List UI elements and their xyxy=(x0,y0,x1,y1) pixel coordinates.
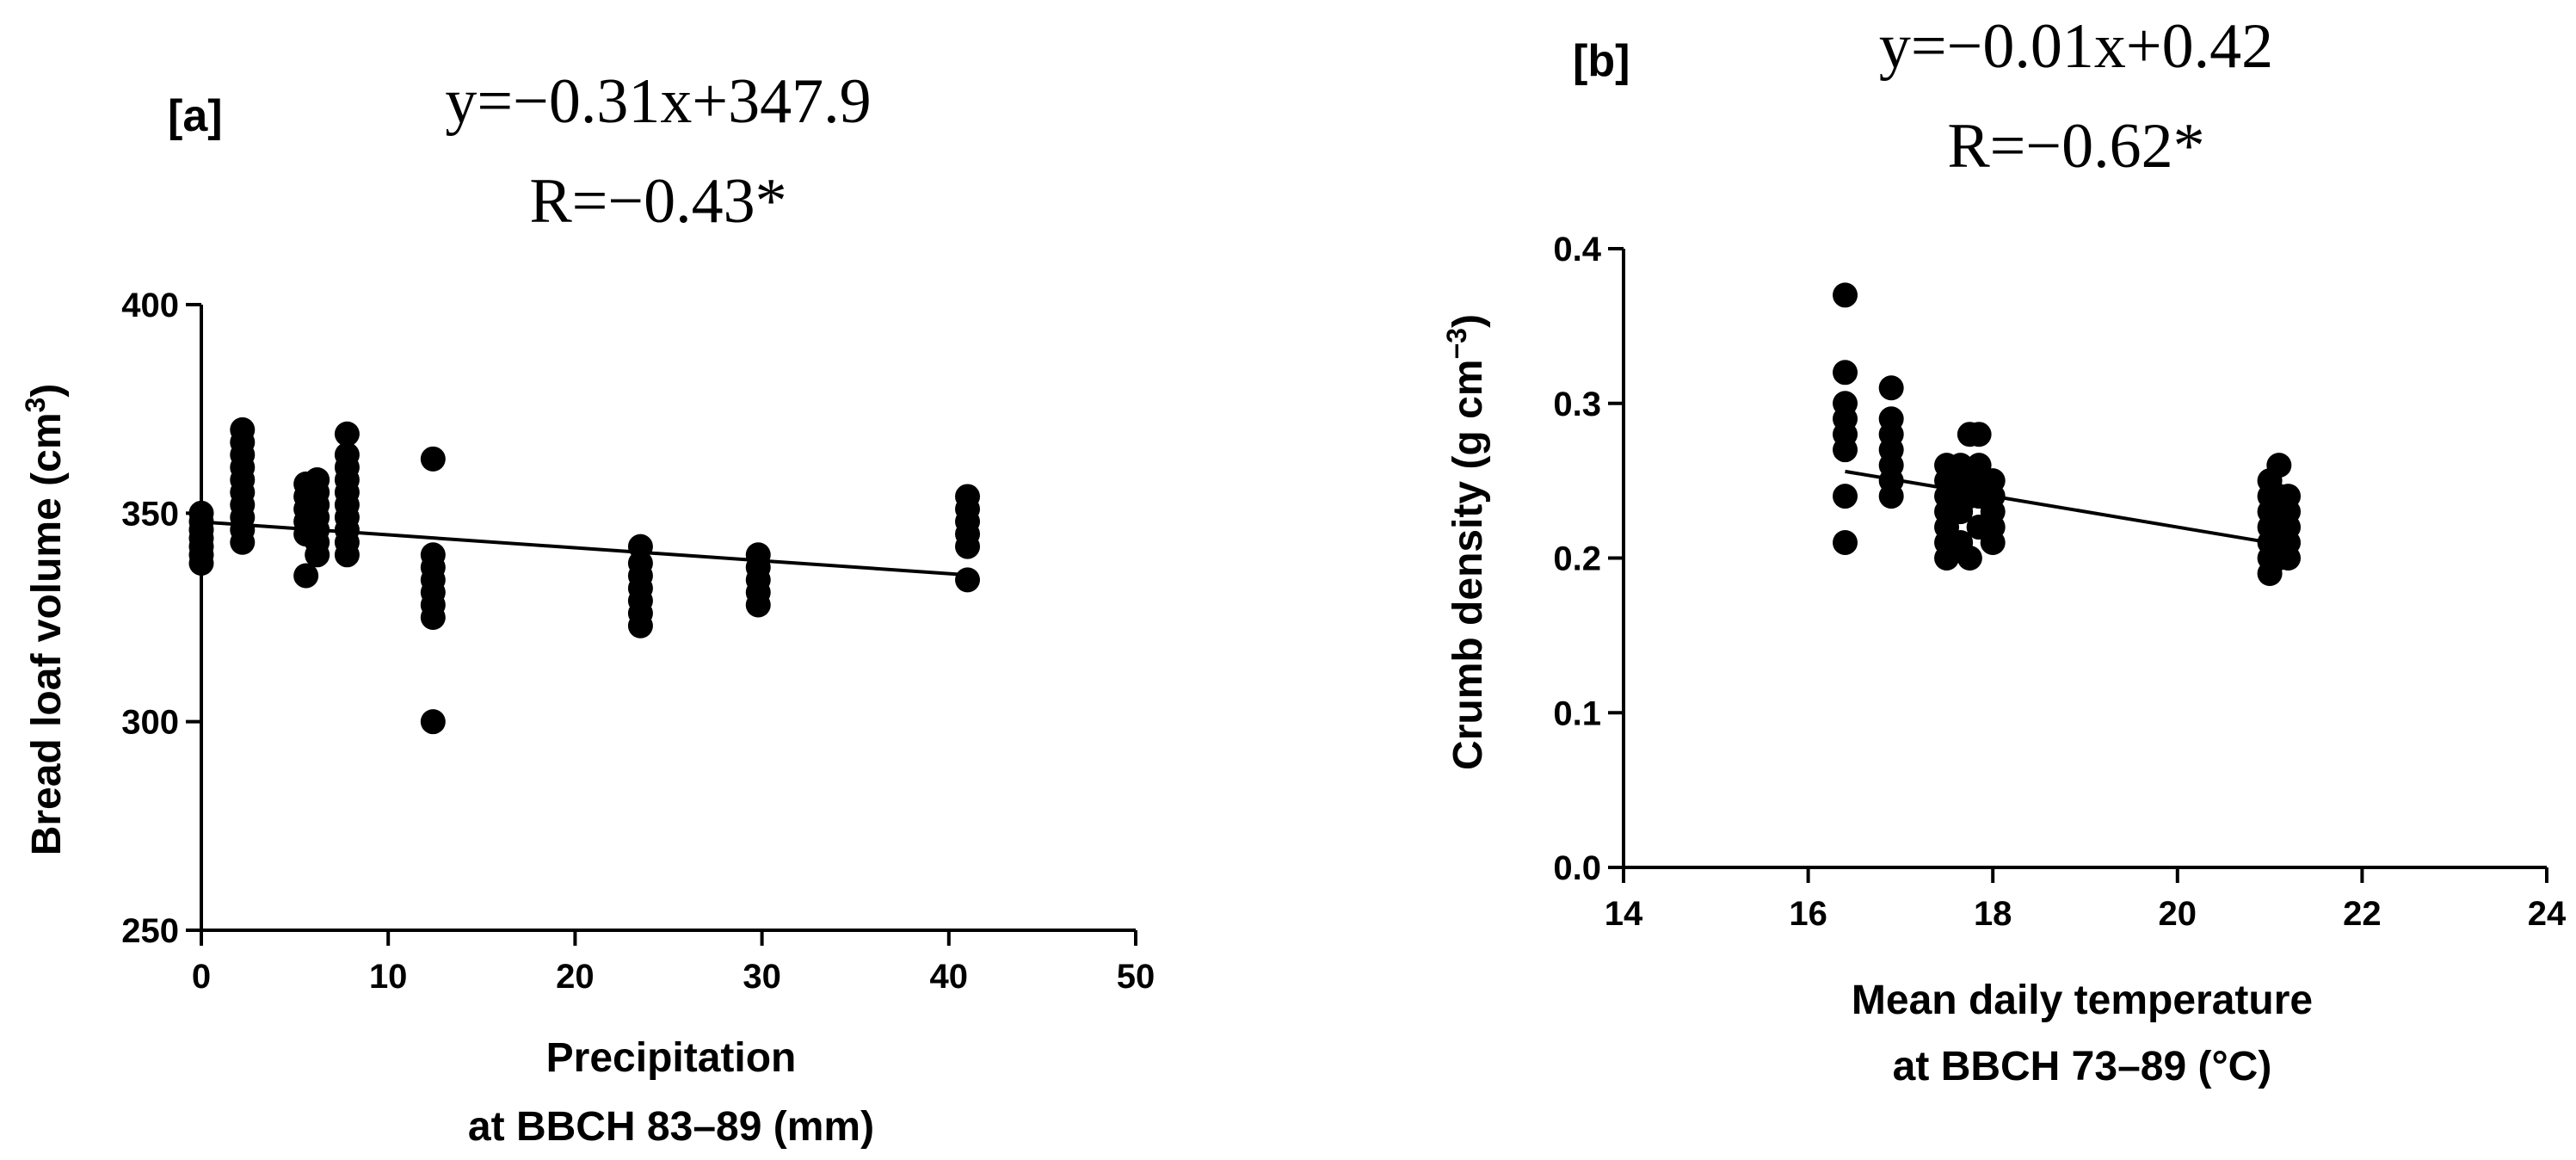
panel-b-data-point xyxy=(1833,391,1858,416)
panel-a-data-point xyxy=(420,709,446,735)
panel-b-data-point xyxy=(1833,530,1858,556)
panel-a-y-tick-label: 400 xyxy=(121,287,179,324)
panel-a: [a] y=−0.31x+347.9 R=−0.43* Bread loaf v… xyxy=(20,66,1155,1150)
panel-b-correlation: R=−0.62* xyxy=(1947,111,2204,182)
panel-b-x-tick-label: 24 xyxy=(2528,895,2567,933)
panel-b: [b] y=−0.01x+0.42 R=−0.62* Crumb density… xyxy=(1441,11,2567,1089)
panel-a-data-point xyxy=(334,421,360,447)
panel-b-x-tick-label: 16 xyxy=(1789,895,1827,933)
panel-b-x-tick-label: 20 xyxy=(2159,895,2197,933)
panel-a-xlabel-line2: at BBCH 83–89 (mm) xyxy=(468,1104,874,1150)
panel-a-y-tick-label: 350 xyxy=(121,495,179,533)
panel-b-xlabel-line1: Mean daily temperature xyxy=(1852,978,2313,1023)
panel-a-correlation: R=−0.43* xyxy=(529,166,786,237)
panel-a-data-point xyxy=(230,416,256,442)
panel-b-ylabel: Crumb density (g cm−3) xyxy=(1441,314,1491,770)
panel-a-y-tick-label: 300 xyxy=(121,704,179,742)
panel-a-y-tick-label: 250 xyxy=(121,912,179,950)
panel-b-y-tick-label: 0.2 xyxy=(1553,540,1601,578)
panel-b-regression-line xyxy=(1845,469,2280,546)
panel-a-data-point xyxy=(955,484,981,509)
panel-a-x-tick-label: 0 xyxy=(192,958,211,996)
panel-a-x-tick-label: 30 xyxy=(743,958,781,996)
panel-b-data-point xyxy=(1878,406,1904,432)
panel-a-data-point xyxy=(420,446,446,472)
panel-a-data-point xyxy=(420,542,446,568)
panel-b-y-tick-label: 0.3 xyxy=(1553,386,1601,423)
panel-b-x-tick-label: 18 xyxy=(1974,895,2012,933)
panel-b-equation: y=−0.01x+0.42 xyxy=(1879,11,2273,82)
panel-b-y-tick-label: 0.0 xyxy=(1553,849,1601,887)
panel-a-x-tick-label: 10 xyxy=(369,958,408,996)
panel-a-data-point xyxy=(188,500,214,526)
panel-a-data-point xyxy=(334,441,360,467)
panel-a-x-tick-label: 20 xyxy=(556,958,595,996)
panel-b-y-tick-label: 0.1 xyxy=(1553,694,1601,732)
panel-b-data-point xyxy=(1878,375,1904,401)
panel-b-y-tick-label: 0.4 xyxy=(1553,231,1601,268)
panel-b-data-point xyxy=(2266,453,2292,478)
panel-b-data-point xyxy=(1833,282,1858,308)
panel-a-xlabel-line1: Precipitation xyxy=(546,1035,797,1081)
panel-a-data-point xyxy=(293,563,319,589)
panel-b-data-point xyxy=(1833,360,1858,386)
svg-text:Crumb density (g cm−3): Crumb density (g cm−3) xyxy=(1441,314,1491,770)
panel-a-x-tick-label: 40 xyxy=(930,958,969,996)
panel-b-data-point xyxy=(1966,422,1992,447)
panel-a-data-point xyxy=(745,542,771,568)
panel-b-data-point xyxy=(1957,546,1982,571)
panel-a-equation: y=−0.31x+347.9 xyxy=(445,66,871,137)
panel-b-data-point xyxy=(1833,484,1858,509)
svg-text:Bread loaf volume (cm3): Bread loaf volume (cm3) xyxy=(20,384,70,856)
panel-b-label: [b] xyxy=(1573,36,1630,86)
panel-b-data-point xyxy=(1980,468,2006,494)
panel-b-xlabel-line2: at BBCH 73–89 (°C) xyxy=(1893,1044,2272,1089)
panel-a-x-tick-label: 50 xyxy=(1117,958,1156,996)
panel-a-data-point xyxy=(955,567,981,593)
panel-b-x-tick-label: 22 xyxy=(2343,895,2382,933)
panel-b-x-tick-label: 14 xyxy=(1605,895,1643,933)
panel-a-data-point xyxy=(627,534,653,559)
panel-a-label: [a] xyxy=(168,91,223,141)
panel-a-data-point xyxy=(305,467,330,493)
panel-a-ylabel: Bread loaf volume (cm3) xyxy=(20,384,70,856)
panel-b-data-point xyxy=(2276,484,2302,509)
